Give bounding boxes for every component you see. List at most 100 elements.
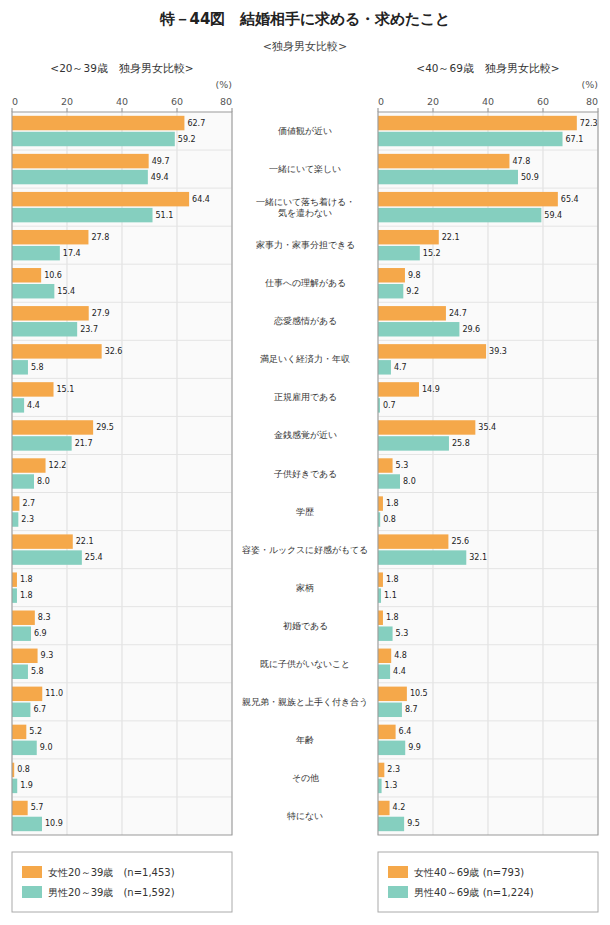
bar: 年齢: [12, 741, 37, 755]
category-label: 容姿・ルックスに好感がもてる: [242, 545, 368, 555]
row-divider: [378, 720, 598, 721]
data-label: 14.9: [422, 385, 440, 394]
category-label-line: 初婚である: [283, 621, 328, 631]
row-divider: [12, 606, 232, 607]
tick-label: 0: [378, 96, 384, 107]
bar: その他: [378, 763, 384, 777]
panel-title: <40～69歳 独身男女比較>: [416, 62, 559, 74]
category-label: 家事力・家事分担できる: [256, 240, 355, 250]
bar: 金銭感覚が近い: [12, 436, 72, 450]
data-label: 25.4: [85, 553, 103, 562]
panel: <20～39歳 独身男女比較>(%)020406080価値観が近い一緒にいて楽し…: [12, 62, 232, 835]
data-label: 11.0: [45, 689, 63, 698]
category-label: 年齢: [296, 735, 314, 745]
bar: 満足いく経済力・年収: [378, 360, 391, 374]
bar: 初婚である: [378, 611, 383, 625]
bar: 満足いく経済力・年収: [12, 360, 28, 374]
bar: 家事力・家事分担できる: [12, 230, 88, 244]
category-label: 特にない: [287, 811, 323, 821]
row-divider: [378, 492, 598, 493]
row-divider: [12, 568, 232, 569]
data-label: 59.4: [544, 211, 562, 220]
grid-line: [177, 112, 178, 835]
bar: 満足いく経済力・年収: [378, 344, 486, 358]
legend: 女性40～69歳 (n=793)男性40～69歳 (n=1,224): [378, 852, 598, 912]
data-label: 9.8: [408, 271, 421, 280]
bar: その他: [12, 779, 17, 793]
tick-label: 20: [427, 96, 439, 107]
bar: 子供好きである: [12, 458, 46, 472]
bar: 初婚である: [12, 611, 35, 625]
row-divider: [378, 340, 598, 341]
tick-mark: [12, 108, 13, 112]
bar: 一緒にいて楽しい: [12, 170, 148, 184]
bar: 特にない: [378, 801, 390, 815]
data-label: 35.4: [478, 423, 496, 432]
category-label: 正規雇用である: [274, 392, 337, 402]
bar: 初婚である: [12, 626, 31, 640]
data-label: 9.5: [407, 819, 420, 828]
data-label: 1.8: [20, 575, 33, 584]
category-label: 子供好きである: [274, 469, 337, 479]
data-label: 32.6: [105, 347, 123, 356]
data-label: 39.3: [489, 347, 507, 356]
data-label: 0.7: [383, 401, 396, 410]
category-label-line: 子供好きである: [274, 469, 337, 479]
data-label: 4.2: [393, 803, 406, 812]
data-label: 5.3: [396, 461, 409, 470]
category-label: 一緒にいて楽しい: [269, 164, 341, 174]
row-divider: [12, 416, 232, 417]
data-label: 9.0: [40, 743, 53, 752]
category-label-line: 気を遣わない: [278, 208, 332, 218]
plot-area: [12, 112, 232, 835]
category-label-line: 金銭感覚が近い: [274, 430, 337, 440]
bar: 一緒にいて楽しい: [12, 154, 149, 168]
tick-mark: [488, 108, 489, 112]
category-label-line: 恋愛感情がある: [273, 316, 337, 326]
category-label-line: 学歴: [296, 507, 314, 517]
bar: 価値観が近い: [378, 132, 563, 146]
data-label: 5.8: [31, 363, 44, 372]
row-divider: [378, 644, 598, 645]
data-label: 6.7: [33, 705, 46, 714]
category-label-line: 一緒にいて楽しい: [269, 164, 341, 174]
data-label: 23.7: [80, 325, 98, 334]
bar: 正規雇用である: [12, 382, 54, 396]
bar: 特にない: [12, 801, 28, 815]
bar: 金銭感覚が近い: [378, 420, 475, 434]
row-divider: [378, 378, 598, 379]
data-label: 8.0: [403, 477, 416, 486]
category-label: 満足いく経済力・年収: [260, 354, 350, 364]
bar: 仕事への理解がある: [12, 284, 54, 298]
data-label: 4.4: [393, 667, 406, 676]
category-label-line: 容姿・ルックスに好感がもてる: [242, 545, 368, 555]
row-divider: [378, 530, 598, 531]
tick-mark: [177, 108, 178, 112]
row-divider: [12, 492, 232, 493]
data-label: 27.8: [91, 233, 109, 242]
data-label: 67.1: [566, 135, 584, 144]
data-label: 0.8: [383, 515, 396, 524]
panel-title: <20～39歳 独身男女比較>: [50, 62, 193, 74]
axis-label: (%): [582, 79, 598, 90]
bar: 子供好きである: [378, 474, 400, 488]
bar: 親兄弟・親族と上手く付き合う: [12, 703, 30, 717]
bar: 恋愛感情がある: [378, 322, 459, 336]
category-label-line: 満足いく経済力・年収: [260, 354, 350, 364]
data-label: 10.6: [44, 271, 62, 280]
category-label: 価値観が近い: [278, 126, 332, 136]
bar: 家事力・家事分担できる: [378, 230, 439, 244]
data-label: 9.9: [408, 743, 421, 752]
row-divider: [378, 606, 598, 607]
row-divider: [12, 796, 232, 797]
bar: 正規雇用である: [12, 398, 24, 412]
bar: 既に子供がいないこと: [378, 665, 390, 679]
bar: 価値観が近い: [378, 116, 577, 130]
bar: 一緒にいて落ち着ける・ 気を遣わない: [12, 192, 189, 206]
data-label: 22.1: [76, 537, 94, 546]
data-label: 4.7: [394, 363, 407, 372]
category-label-line: 年齢: [296, 735, 314, 745]
row-divider: [12, 302, 232, 303]
title: 特－44図 結婚相手に求める・求めたこと: [159, 10, 451, 28]
data-label: 15.4: [57, 287, 75, 296]
